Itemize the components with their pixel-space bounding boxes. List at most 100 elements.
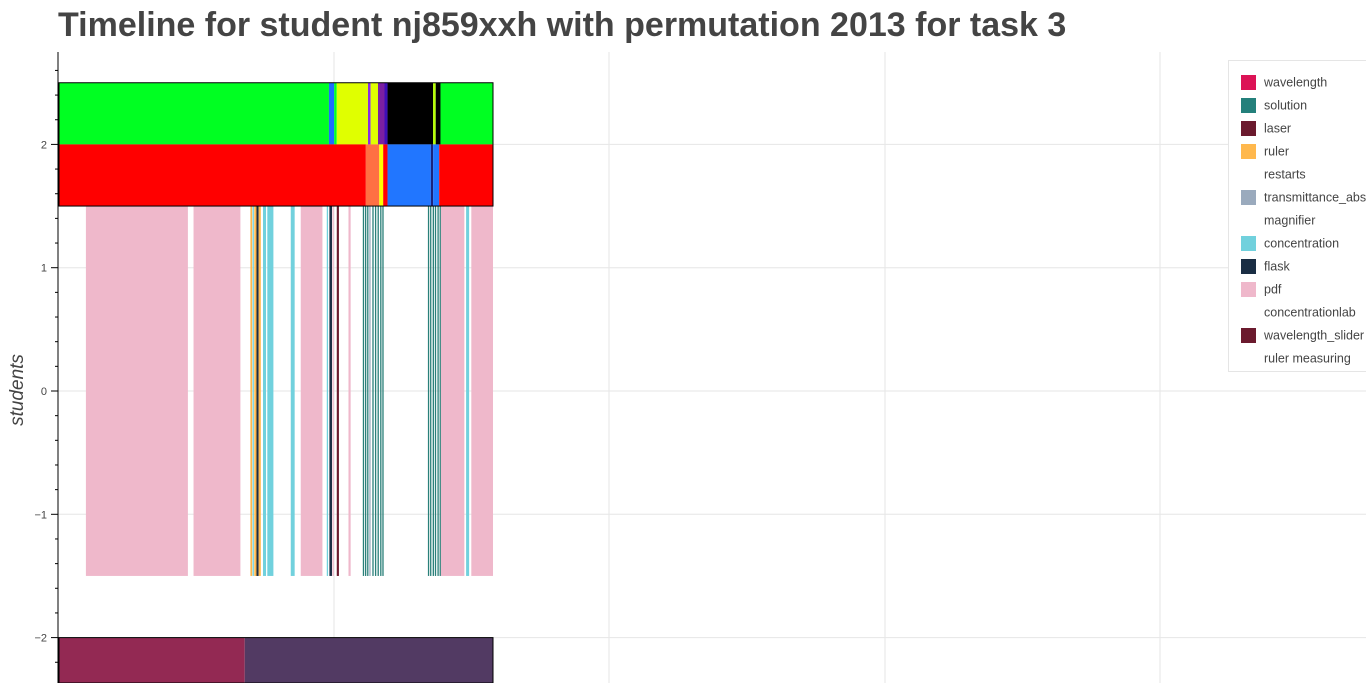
timeline-segment [262, 206, 267, 576]
timeline-segment [430, 144, 434, 207]
timeline-segment [433, 82, 436, 145]
chart-title: Timeline for student nj859xxh with permu… [58, 6, 1067, 44]
legend-item: concentrationlab [1241, 304, 1356, 321]
legend-label: magnifier [1264, 213, 1316, 228]
y-tick-label: 2 [41, 139, 47, 151]
timeline-segment [368, 82, 371, 145]
legend-label: wavelength [1264, 75, 1328, 90]
timeline-segment [439, 206, 441, 576]
timeline-segment [85, 206, 188, 576]
legend-label: solution [1264, 98, 1308, 113]
bottom-row [59, 637, 493, 683]
red-row [59, 144, 493, 207]
timeline-segment [334, 82, 337, 145]
timeline-segment [252, 206, 254, 576]
activity-row [85, 206, 493, 576]
timeline-segment [370, 82, 378, 145]
legend-item: solution [1241, 97, 1308, 114]
legend-item: ruler [1241, 143, 1290, 160]
legend-item: ruler measuring [1241, 350, 1351, 367]
legend-swatch [1241, 351, 1256, 367]
timeline-segment [387, 144, 431, 207]
legend-item: wavelength_slider [1241, 327, 1365, 344]
legend-item: transmittance_absorbance [1241, 189, 1366, 206]
legend-swatch [1241, 282, 1256, 298]
timeline-segment [437, 206, 439, 576]
timeline-segment [466, 206, 470, 576]
timeline-segment [256, 206, 259, 576]
legend-swatch [1241, 98, 1256, 114]
legend-swatch [1241, 144, 1256, 160]
timeline-segment [290, 206, 295, 576]
timeline-segment [59, 144, 366, 207]
timeline-segment [367, 206, 369, 576]
timeline-segment [440, 82, 493, 145]
timeline-segment [374, 206, 377, 576]
legend-item: magnifier [1241, 212, 1316, 229]
legend-label: ruler [1264, 144, 1290, 159]
legend-label: concentrationlab [1264, 305, 1356, 320]
legend: wavelength solution laser ruler restarts tran… [1228, 60, 1366, 372]
legend-label: transmittance_absorbance [1264, 190, 1366, 205]
legend-item: concentration [1241, 235, 1340, 252]
timeline-segment [383, 144, 388, 207]
legend-label: laser [1264, 121, 1292, 136]
timeline-segment [377, 206, 379, 576]
timeline-segment [377, 82, 385, 145]
y-tick-label: −1 [34, 509, 47, 521]
top-rows-outline [58, 82, 494, 207]
legend-label: concentration [1264, 236, 1340, 251]
timeline-segment [382, 206, 384, 576]
timeline-segment [59, 637, 245, 683]
legend-swatch [1241, 259, 1256, 275]
timeline-segment [326, 206, 329, 576]
timeline-segment [348, 206, 351, 576]
timeline-segment [364, 206, 367, 576]
timeline-segment [380, 206, 382, 576]
timeline-segment [433, 144, 440, 207]
timeline-segment [440, 206, 465, 576]
timeline-segment [328, 82, 335, 145]
legend-label: pdf [1264, 282, 1282, 297]
legend-label: restarts [1264, 167, 1306, 182]
timeline-segment [369, 206, 371, 576]
timeline-segment [372, 206, 374, 576]
timeline-segment [336, 82, 369, 145]
y-axis: 2 1 0 −1 −2 [34, 52, 59, 683]
timeline-segment [193, 206, 241, 576]
timeline-segment [250, 206, 253, 576]
legend-item: flask [1241, 258, 1290, 275]
timeline-segment [332, 206, 334, 576]
legend-item: restarts [1241, 166, 1306, 183]
timeline-segment [379, 144, 384, 207]
timeline-segment [439, 144, 493, 207]
timeline-bars [58, 82, 494, 683]
timeline-segment [258, 206, 261, 576]
y-tick-label: −2 [34, 633, 47, 645]
timeline-segment [430, 206, 432, 576]
timeline-segment [336, 206, 339, 576]
legend-swatch [1241, 75, 1256, 91]
timeline-segment [435, 82, 441, 145]
legend-item: laser [1241, 120, 1292, 137]
legend-swatch [1241, 121, 1256, 137]
timeline-segment [432, 206, 434, 576]
legend-swatch [1241, 236, 1256, 252]
legend-swatch [1241, 190, 1256, 206]
legend-item: wavelength [1241, 74, 1328, 91]
timeline-segment [387, 82, 434, 145]
green-row [59, 82, 493, 145]
timeline-segment [329, 206, 332, 576]
legend-swatch [1241, 213, 1256, 229]
timeline-segment [427, 206, 430, 576]
timeline-segment [384, 82, 388, 145]
timeline-segment [362, 206, 365, 576]
timeline-segment [365, 144, 380, 207]
legend-swatch [1241, 167, 1256, 183]
legend-label: wavelength_slider [1264, 328, 1365, 343]
legend-label: flask [1264, 259, 1290, 274]
timeline-segment [434, 206, 437, 576]
y-tick-label: 0 [41, 386, 47, 398]
timeline-segment [471, 206, 493, 576]
